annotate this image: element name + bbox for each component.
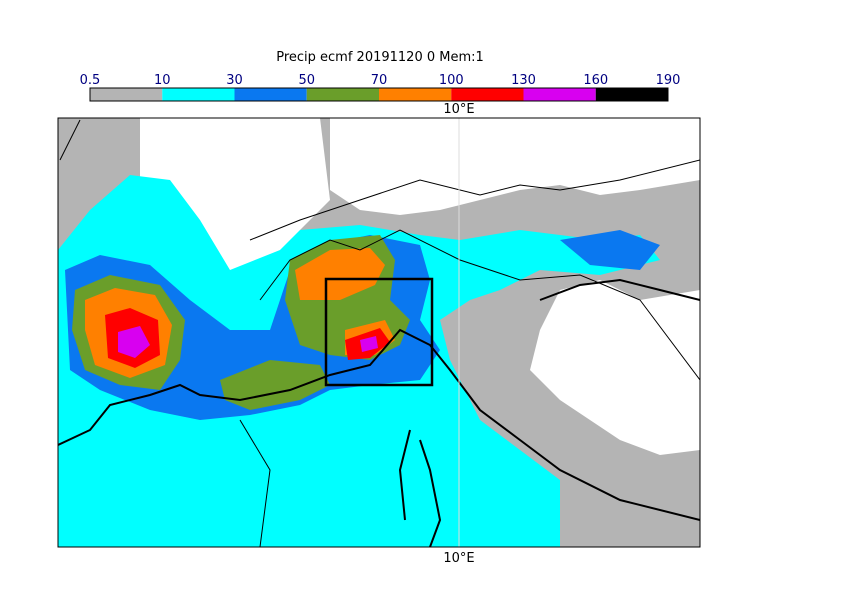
title: Precip ecmf 20191120 0 Mem:1 xyxy=(276,50,484,65)
colorbar-label: 100 xyxy=(439,73,464,88)
border xyxy=(59,119,700,547)
colorbar-label: 10 xyxy=(154,73,171,88)
colorbar-frame xyxy=(89,87,669,102)
colorbar-box xyxy=(451,88,524,101)
colorbar-label: 50 xyxy=(298,73,315,88)
colorbar-label: 190 xyxy=(656,73,681,88)
colorbar-label: 0.5 xyxy=(80,73,101,88)
precip-field xyxy=(295,248,395,355)
colorbar-label: 70 xyxy=(371,73,388,88)
lon-label: 10°E xyxy=(443,551,474,566)
colorbar-box xyxy=(306,88,379,101)
lon-label: 10°E xyxy=(443,102,474,117)
colorbar-box xyxy=(523,88,596,101)
precip-field xyxy=(560,230,660,270)
map xyxy=(58,118,700,547)
colorbar-box xyxy=(162,88,235,101)
colorbar-label: 130 xyxy=(511,73,536,88)
colorbar-box xyxy=(595,88,668,101)
domain-box xyxy=(324,277,434,387)
colorbar-label: 30 xyxy=(226,73,243,88)
colorbar-box xyxy=(234,88,307,101)
dry-area xyxy=(330,118,700,215)
coastline xyxy=(58,278,700,547)
precip-field xyxy=(105,308,390,368)
colorbar-box xyxy=(90,88,163,101)
colorbar-label: 160 xyxy=(583,73,608,88)
dry-area xyxy=(140,118,330,285)
colorbar-box xyxy=(379,88,452,101)
map-frame xyxy=(57,117,701,548)
